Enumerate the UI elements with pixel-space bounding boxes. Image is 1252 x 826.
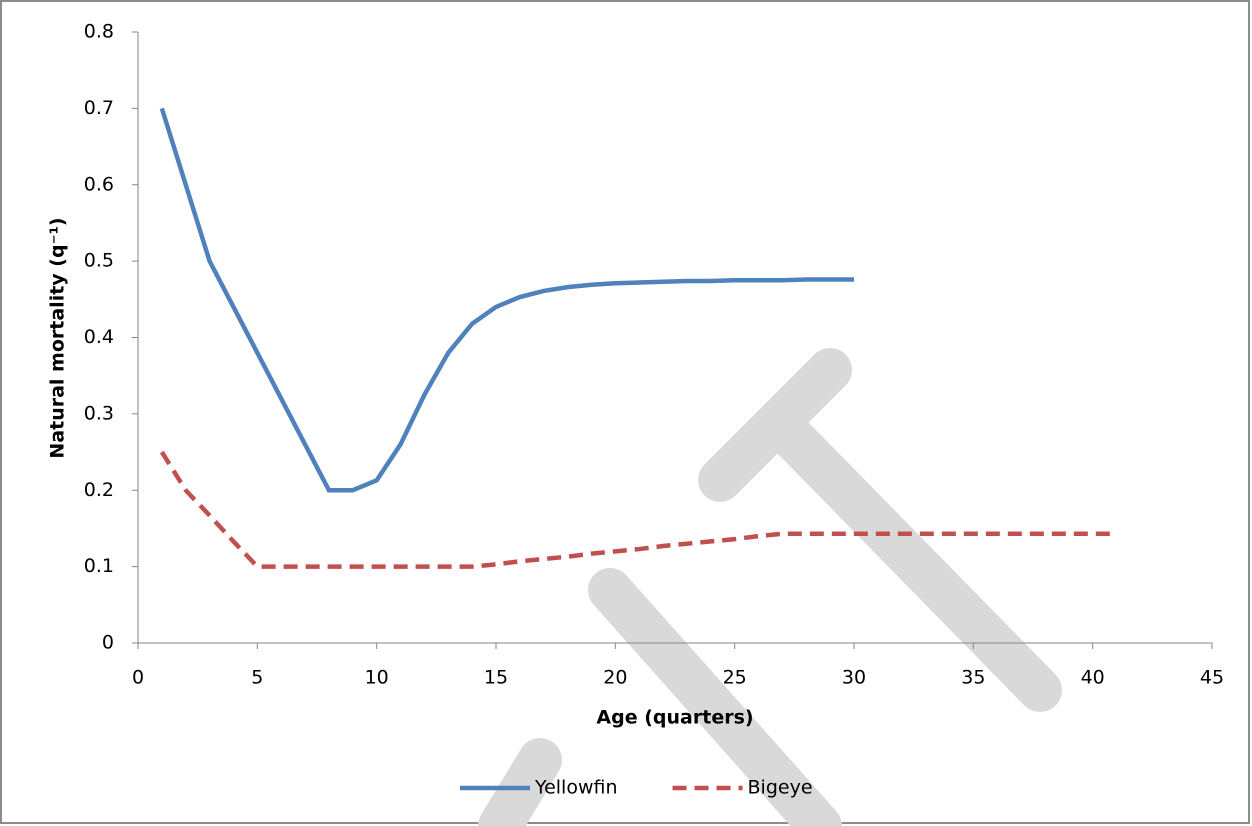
y-tick-label: 0.4 [84,326,114,348]
x-tick-label: 0 [132,667,144,689]
y-tick-label: 0.1 [84,555,114,577]
y-axis-label: Natural mortality (q⁻¹) [47,217,69,458]
y-tick-label: 0.8 [84,21,114,43]
y-tick-label: 0.2 [84,479,114,501]
legend-label: Yellowfin [534,777,618,799]
x-tick-label: 10 [365,667,389,689]
x-tick-label: 30 [842,667,866,689]
x-tick-label: 25 [723,667,747,689]
watermark [478,348,1062,826]
y-tick-label: 0.5 [84,250,114,272]
x-tick-label: 20 [603,667,627,689]
series-line [159,107,854,493]
x-axis-label: Age (quarters) [596,707,753,729]
y-tick-label: 0.6 [84,173,114,195]
y-tick-label: 0.7 [84,97,114,119]
y-tick-label: 0 [102,632,114,654]
x-tick-label: 45 [1200,667,1224,689]
y-tick-label: 0.3 [84,402,114,424]
x-tick-label: 15 [484,667,508,689]
legend-label: Bigeye [748,777,813,799]
x-tick-label: 40 [1081,667,1105,689]
x-tick-label: 35 [961,667,985,689]
series-line [159,450,1117,569]
x-tick-label: 5 [251,667,263,689]
